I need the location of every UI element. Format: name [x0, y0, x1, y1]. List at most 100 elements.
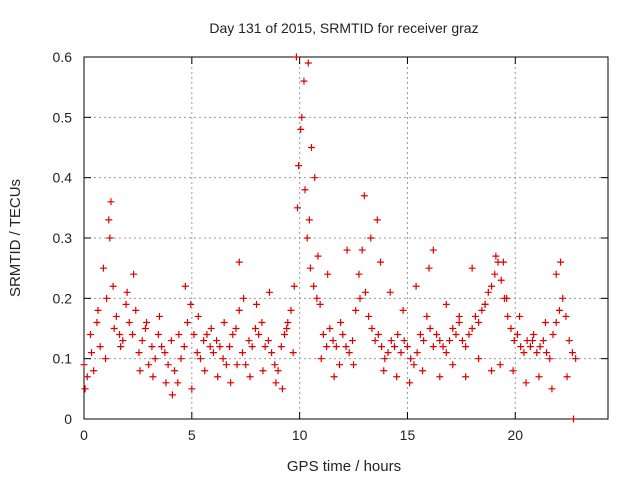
data-point	[248, 343, 256, 351]
data-point	[271, 361, 279, 369]
data-point	[220, 318, 228, 326]
data-point	[272, 379, 280, 387]
data-point	[284, 318, 292, 326]
tick-labels: 0 0.1 0.2 0.3 0.4 0.5 0.6 0 5 10 15 20	[53, 49, 524, 443]
x-tick-label: 10	[292, 427, 308, 443]
data-point	[305, 216, 313, 224]
data-point	[507, 325, 515, 332]
data-point	[499, 258, 507, 266]
data-point	[465, 331, 473, 339]
data-point	[391, 343, 399, 351]
data-point	[399, 306, 407, 314]
data-point	[99, 264, 107, 272]
data-point	[539, 337, 547, 345]
data-point	[181, 282, 189, 290]
data-point	[543, 349, 551, 357]
data-point	[117, 343, 125, 351]
data-point	[206, 343, 214, 351]
data-point	[188, 385, 196, 393]
data-point	[132, 306, 140, 314]
data-point	[397, 349, 405, 357]
data-point	[416, 331, 424, 339]
data-point	[541, 318, 549, 326]
data-point	[513, 331, 521, 339]
data-point	[546, 355, 554, 363]
data-point	[298, 113, 306, 121]
data-point	[563, 373, 571, 381]
data-point	[403, 343, 411, 351]
data-point	[300, 77, 308, 85]
data-point	[164, 361, 172, 369]
data-point	[177, 355, 185, 363]
data-point	[90, 367, 98, 375]
data-point	[510, 337, 518, 345]
data-point	[536, 343, 544, 351]
data-point	[509, 367, 517, 375]
data-point	[242, 361, 250, 369]
data-point	[103, 294, 111, 302]
data-point	[569, 415, 577, 423]
data-point	[406, 379, 414, 387]
data-point	[462, 343, 470, 351]
data-point	[436, 373, 444, 381]
data-point	[219, 355, 227, 363]
data-point	[200, 337, 208, 345]
data-point	[345, 349, 353, 357]
data-point	[446, 337, 454, 345]
data-point	[196, 355, 204, 363]
data-point	[233, 361, 241, 369]
data-point	[96, 343, 104, 351]
data-point	[342, 343, 350, 351]
data-point	[268, 349, 276, 357]
data-point	[155, 312, 163, 320]
data-point	[337, 318, 345, 326]
data-point	[301, 186, 309, 194]
data-point	[412, 282, 420, 290]
data-point	[314, 252, 322, 260]
data-point	[227, 379, 235, 387]
data-point	[449, 361, 457, 369]
data-point	[365, 312, 373, 320]
data-point	[175, 331, 183, 339]
data-point	[307, 144, 315, 151]
data-point	[458, 337, 466, 345]
data-point	[488, 367, 496, 375]
data-point	[449, 325, 457, 332]
data-point	[429, 246, 437, 254]
data-point	[201, 367, 209, 375]
data-point	[323, 343, 331, 351]
data-point	[400, 337, 408, 345]
data-point	[413, 349, 421, 357]
data-point	[184, 318, 192, 326]
data-point	[455, 312, 463, 320]
data-point	[455, 318, 463, 326]
data-point	[442, 349, 450, 357]
data-point	[520, 349, 528, 357]
data-point	[572, 355, 580, 363]
data-point	[439, 343, 447, 351]
data-point	[190, 331, 198, 339]
data-point	[93, 318, 101, 326]
data-point	[245, 337, 253, 345]
data-point	[371, 337, 379, 345]
data-point	[94, 306, 102, 314]
x-axis-label: GPS time / hours	[287, 458, 401, 475]
data-point	[317, 355, 325, 363]
data-point	[530, 331, 538, 339]
data-point	[161, 349, 169, 357]
data-point	[129, 331, 137, 339]
data-point	[436, 337, 444, 345]
data-point	[324, 270, 332, 278]
data-point	[116, 331, 124, 339]
y-tick-label: 0.3	[53, 230, 73, 246]
data-point	[226, 343, 234, 351]
data-point	[255, 331, 263, 339]
data-point	[287, 306, 295, 314]
data-point	[496, 361, 504, 369]
data-point	[384, 349, 392, 357]
data-point	[277, 343, 285, 351]
data-point	[158, 343, 166, 351]
data-point	[106, 234, 114, 242]
data-point	[167, 337, 175, 345]
